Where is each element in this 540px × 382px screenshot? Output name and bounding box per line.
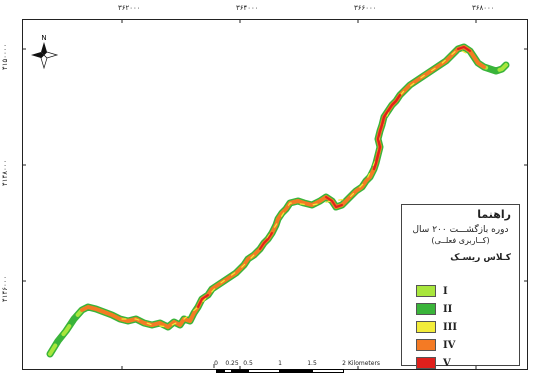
y-tick-4148000: ۴۱۴۸۰۰۰ [1,159,9,186]
legend-swatch-I [416,285,436,297]
scale-seg-5 [280,369,312,373]
legend-subtitle: دوره بازگشـــت ۲۰۰ سال [412,225,509,235]
legend-item-II: II [416,301,457,317]
legend-item-I: I [416,283,457,299]
scale-seg-3 [232,369,248,373]
legend-label-IV: IV [443,339,456,351]
legend-items: I II III IV V [416,283,457,373]
legend-item-V: V [416,355,457,371]
scale-unit: Kilometers [347,360,381,367]
scale-label-05: 0.5 [243,360,253,367]
scale-label-15: 1.5 [307,360,317,367]
scale-label-025: 0.25 [225,360,239,367]
scale-seg-6 [312,369,344,373]
legend-label-I: I [443,285,448,297]
legend-subtitle-2: (کــاربری فعلــی) [431,236,490,245]
legend-label-II: II [443,303,453,315]
legend-item-IV: IV [416,337,457,353]
x-tick-364000: ۳۶۴۰۰۰ [236,4,259,12]
scale-label-2: 2 [342,360,346,367]
map-canvas[interactable]: N [22,19,528,370]
x-tick-368000: ۳۶۸۰۰۰ [472,4,495,12]
legend-swatch-IV [416,339,436,351]
x-tick-362000: ۳۶۲۰۰۰ [118,4,141,12]
north-arrow-icon: N [31,34,59,70]
legend-title: راهنما [477,208,511,221]
scale-label-0: 0 [214,360,218,367]
river-corridor [46,43,510,358]
legend-swatch-II [416,303,436,315]
legend-swatch-V [416,357,436,369]
scale-label-1: 1 [278,360,282,367]
map-legend: راهنما دوره بازگشـــت ۲۰۰ سال (کــاربری … [401,204,520,369]
scale-seg-4 [248,369,280,373]
scale-seg-1 [216,369,224,373]
legend-label-III: III [443,321,458,333]
scale-bar: 0 0.25 0.5 1 1.5 2 Kilometers [214,360,384,373]
x-tick-366000: ۳۶۶۰۰۰ [354,4,377,12]
scale-seg-2 [224,369,232,373]
legend-label-V: V [443,357,451,369]
legend-swatch-III [416,321,436,333]
north-label: N [41,34,46,42]
y-tick-4150000: ۴۱۵۰۰۰۰ [1,43,9,70]
legend-item-III: III [416,319,457,335]
y-tick-4146000: ۴۱۴۶۰۰۰ [1,275,9,302]
legend-class-title: کـلاس ریسـک [450,253,511,263]
